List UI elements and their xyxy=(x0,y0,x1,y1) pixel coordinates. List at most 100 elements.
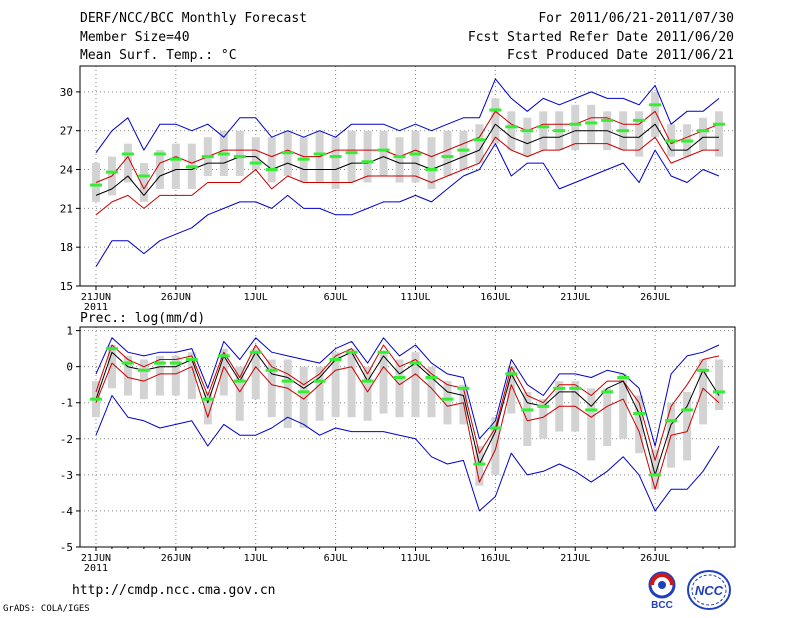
ncc-logo-icon: NCC xyxy=(687,570,731,610)
spread-box xyxy=(635,395,644,454)
observed-mark xyxy=(105,170,118,174)
grads-credit: GrADS: COLA/IGES xyxy=(3,604,90,614)
observed-mark xyxy=(585,121,598,125)
spread-box xyxy=(603,388,612,447)
observed-mark xyxy=(649,473,662,477)
x-year-label: 2011 xyxy=(84,563,108,574)
spread-box xyxy=(715,359,724,410)
observed-mark xyxy=(105,347,118,351)
observed-mark xyxy=(153,361,166,365)
y-tick-label: 24 xyxy=(60,164,74,177)
spread-box xyxy=(331,137,340,189)
observed-mark xyxy=(601,390,614,394)
source-url[interactable]: http://cmdp.ncc.cma.gov.cn xyxy=(72,583,276,598)
y-tick-label: -1 xyxy=(60,397,73,410)
observed-mark xyxy=(569,386,582,390)
spread-box xyxy=(427,366,436,418)
spread-box xyxy=(187,352,196,400)
forecast-started-date: Fcst Started Refer Date 2011/06/20 xyxy=(467,30,734,45)
x-tick-label: 11JUL xyxy=(400,292,430,303)
observed-mark xyxy=(201,397,214,401)
y-tick-label: -3 xyxy=(60,469,73,482)
x-tick-label: 16JUL xyxy=(480,553,510,564)
y-tick-label: -5 xyxy=(60,541,73,554)
x-tick-label: 21JUL xyxy=(560,553,590,564)
forecast-produced-date: Fcst Produced Date 2011/06/21 xyxy=(507,48,734,63)
spread-box xyxy=(267,137,276,183)
y-tick-label: 21 xyxy=(60,202,73,215)
spread-box xyxy=(619,373,628,439)
spread-box xyxy=(363,130,372,183)
x-tick-label: 26JUN xyxy=(161,292,191,303)
observed-mark xyxy=(169,157,182,161)
observed-mark xyxy=(249,350,262,354)
plot-frame xyxy=(79,65,736,287)
observed-mark xyxy=(313,152,326,156)
observed-mark xyxy=(377,350,390,354)
observed-mark xyxy=(441,397,454,401)
spread-box xyxy=(635,111,644,157)
observed-mark xyxy=(345,151,358,155)
observed-mark xyxy=(553,386,566,390)
observed-mark xyxy=(393,375,406,379)
x-tick-label: 26JUL xyxy=(640,292,670,303)
spread-box xyxy=(267,359,276,418)
series-line-max xyxy=(95,337,720,447)
spread-box xyxy=(651,449,660,490)
x-tick-label: 26JUL xyxy=(640,553,670,564)
observed-mark xyxy=(505,125,518,129)
observed-mark xyxy=(633,412,646,416)
observed-mark xyxy=(489,108,502,112)
spread-box xyxy=(347,348,356,418)
observed-mark xyxy=(649,103,662,107)
observed-mark xyxy=(137,368,150,372)
spread-box xyxy=(411,130,420,183)
observed-mark xyxy=(297,390,310,394)
observed-mark xyxy=(217,152,230,156)
spread-box xyxy=(123,143,132,183)
spread-box xyxy=(491,417,500,475)
spread-box xyxy=(107,345,116,389)
spread-box xyxy=(395,137,404,183)
observed-mark xyxy=(697,368,710,372)
spread-box xyxy=(443,381,452,425)
x-tick-label: 1JUL xyxy=(244,292,268,303)
observed-mark xyxy=(489,426,502,430)
observed-mark xyxy=(697,129,710,133)
spread-box xyxy=(155,355,164,396)
variable-label-prec: Prec.: log(mm/d) xyxy=(80,311,206,326)
series-line-min xyxy=(95,395,720,512)
y-tick-label: 27 xyxy=(60,125,73,138)
x-tick-label: 6JUL xyxy=(324,553,348,564)
series-line-p90 xyxy=(95,110,720,190)
observed-mark xyxy=(665,139,678,143)
observed-mark xyxy=(233,155,246,159)
spread-box xyxy=(235,130,244,176)
spread-box xyxy=(315,366,324,421)
spread-box xyxy=(347,130,356,183)
x-tick-label: 1JUL xyxy=(244,553,268,564)
spread-box xyxy=(235,366,244,421)
observed-mark xyxy=(361,160,374,164)
x-tick-label: 6JUL xyxy=(324,292,348,303)
observed-mark xyxy=(681,139,694,143)
observed-mark xyxy=(217,354,230,358)
spread-box xyxy=(139,359,148,400)
observed-mark xyxy=(569,122,582,126)
spread-box xyxy=(171,143,180,189)
spread-box xyxy=(587,388,596,461)
observed-mark xyxy=(121,152,134,156)
observed-mark xyxy=(185,357,198,361)
series-line-p90 xyxy=(95,344,720,461)
observed-mark xyxy=(505,372,518,376)
observed-mark xyxy=(713,122,726,126)
spread-box xyxy=(331,352,340,418)
plot-frame xyxy=(79,326,736,548)
spread-box xyxy=(475,124,484,164)
observed-mark xyxy=(233,379,246,383)
panel-temperature: 15 18 21 24 27 30 21JUN 26JUN 1JUL 6JUL 11JUL 16JUL… xyxy=(60,65,736,313)
x-tick-label: 16JUL xyxy=(480,292,510,303)
observed-mark xyxy=(265,368,278,372)
observed-mark xyxy=(345,350,358,354)
spread-box xyxy=(539,399,548,439)
